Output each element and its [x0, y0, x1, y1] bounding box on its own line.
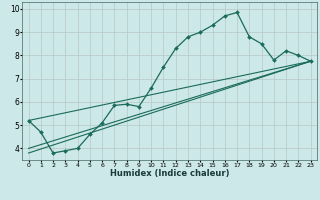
X-axis label: Humidex (Indice chaleur): Humidex (Indice chaleur): [110, 169, 229, 178]
